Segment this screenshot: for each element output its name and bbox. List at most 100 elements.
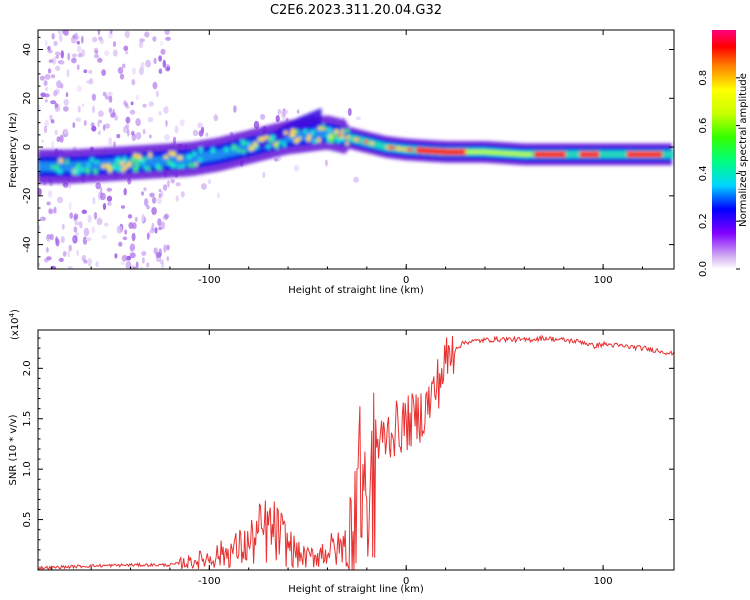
heatmap-noise-cell <box>69 212 73 219</box>
heatmap-noise-cell <box>45 86 49 92</box>
heatmap-noise-cell <box>141 251 147 256</box>
ridge-blob <box>329 133 334 139</box>
ridge-blob <box>85 168 89 173</box>
heatmap-x-axis-label: Height of straight line (km) <box>288 285 424 296</box>
ridge-blob <box>282 142 287 148</box>
heatmap-noise-cell <box>139 66 144 76</box>
heatmap-noise-cell <box>123 45 129 52</box>
ridge-blob <box>248 145 255 151</box>
heatmap-noise-cell <box>44 98 48 103</box>
heatmap-noise-cell <box>46 247 49 253</box>
heatmap-noise-cell <box>148 101 155 107</box>
heatmap-ridge <box>38 108 674 184</box>
heatmap-noise-cell <box>83 69 88 74</box>
ridge-blob <box>345 141 349 146</box>
ridge-blob <box>254 145 259 149</box>
ridge-hot-spot <box>369 141 374 146</box>
ridge-blob <box>111 165 116 170</box>
heatmap-noise-cell <box>162 59 166 68</box>
ridge-blob <box>237 148 241 153</box>
heatmap-noise-cell <box>149 134 152 139</box>
ridge-blob <box>105 163 111 169</box>
heatmap-noise-cell <box>135 132 142 140</box>
heatmap-y-axis-label: Frequency (Hz) <box>8 112 19 188</box>
heatmap-noise-cell <box>47 45 51 51</box>
ridge-blob <box>333 129 340 134</box>
heatmap-noise-cell <box>172 136 177 145</box>
ridge-blob <box>113 162 119 167</box>
heatmap-x-tick-label: -100 <box>198 275 221 286</box>
heatmap-noise-cell <box>44 119 50 127</box>
heatmap-noise-cell <box>152 81 158 90</box>
ridge-yellowgreen-segment <box>465 150 533 157</box>
ridge-blob <box>246 141 250 146</box>
heatmap-noise-cell <box>61 223 65 230</box>
ridge-blob <box>121 167 125 173</box>
heatmap-noise-cell <box>67 52 71 61</box>
ridge-blob <box>136 154 142 160</box>
heatmap-noise-cell <box>175 182 181 187</box>
heatmap-noise-cell <box>125 104 130 110</box>
heatmap-noise-cell <box>131 232 136 242</box>
heatmap-noise-cell <box>39 75 45 81</box>
heatmap-noise-cell <box>50 100 57 105</box>
heatmap-noise-cell <box>131 79 136 86</box>
heatmap-noise-cell <box>90 122 95 127</box>
heatmap-noise-cell <box>170 179 175 184</box>
heatmap-noise-cell <box>71 53 78 58</box>
heatmap-noise-cell <box>54 102 59 109</box>
ridge-blob <box>321 124 325 130</box>
heatmap-noise-cell <box>151 207 157 215</box>
heatmap-noise-cell <box>72 237 76 242</box>
heatmap-y-tick-label: 40 <box>22 43 33 56</box>
heatmap-noise-cell <box>108 137 113 146</box>
heatmap-noise-cell <box>57 30 62 35</box>
heatmap-noise-cell <box>88 70 93 74</box>
heatmap-noise-cell <box>62 251 67 257</box>
heatmap-noise-cell <box>213 114 219 122</box>
heatmap-noise-cell <box>107 91 113 96</box>
heatmap-noise-cell <box>114 115 118 121</box>
heatmap-noise-cell <box>67 250 70 258</box>
heatmap-noise-cell <box>207 179 212 185</box>
heatmap-noise-cell <box>166 256 170 262</box>
heatmap-noise-cell <box>152 36 157 42</box>
heatmap-noise-cell <box>180 191 185 198</box>
colorbar-tick-label: 0.2 <box>698 213 709 229</box>
heatmap-noise-cell <box>81 209 88 214</box>
heatmap-noise-cell <box>55 65 61 72</box>
heatmap-noise-cell <box>68 201 72 211</box>
ridge-red-segment <box>416 147 468 155</box>
heatmap-noise-cell <box>158 193 162 199</box>
ridge-blob <box>143 166 148 170</box>
heatmap-noise-cell <box>108 107 113 114</box>
heatmap-noise-cell <box>167 180 170 188</box>
heatmap-noise-cell <box>138 41 144 49</box>
heatmap-noise-cell <box>91 105 96 114</box>
ridge-blob <box>134 159 139 165</box>
heatmap-noise-cell <box>347 108 352 116</box>
heatmap-noise-cell <box>275 115 280 123</box>
heatmap-noise-cell <box>135 261 139 269</box>
ridge-hot-spot <box>345 135 350 140</box>
heatmap-noise-cell <box>91 125 97 132</box>
heatmap-noise-cell <box>43 80 48 86</box>
ridge-blob <box>198 147 203 154</box>
ridge-hot-spot <box>398 147 403 151</box>
heatmap-noise-cell <box>52 57 57 65</box>
heatmap-noise-cell <box>149 192 155 198</box>
ridge-blob <box>310 129 315 135</box>
heatmap-noise-cell <box>158 226 162 231</box>
snr-x-tick-label: 0 <box>403 576 409 587</box>
heatmap-noise-cell <box>198 130 204 137</box>
heatmap-noise-cell <box>135 118 141 127</box>
heatmap-noise-cell <box>113 141 116 148</box>
heatmap-noise-cell <box>91 93 96 102</box>
heatmap-noise-cell <box>55 55 60 59</box>
ridge-blob <box>181 163 186 168</box>
heatmap-noise-cell <box>41 139 44 143</box>
heatmap-noise-cell <box>127 261 130 269</box>
heatmap-noise-cell <box>141 213 145 223</box>
snr-frame <box>37 329 675 571</box>
heatmap-noise-cell <box>132 266 137 269</box>
